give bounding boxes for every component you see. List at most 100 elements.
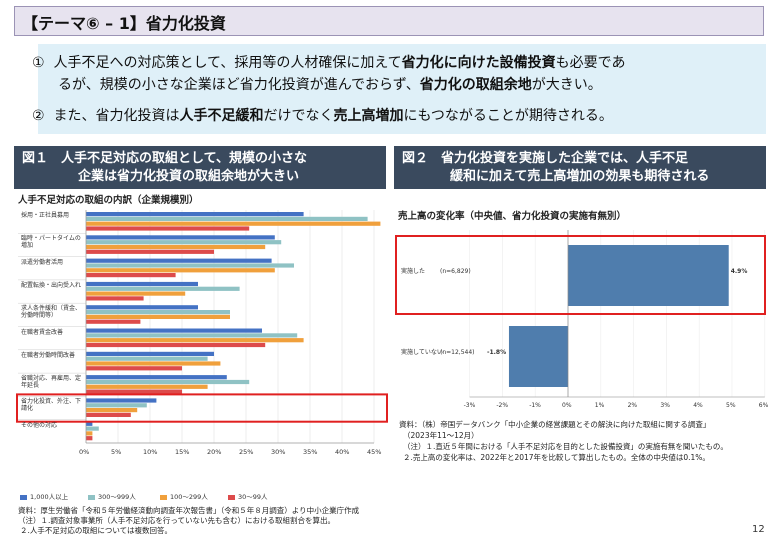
summary-box: ① 人手不足への対応策として、採用等の人材確保に加えて省力化に向けた設備投資も必… [32,44,766,134]
figure1-bar [86,398,157,403]
figure1-bar [86,310,230,315]
figure1-bar [86,375,227,380]
figure2-category-label: 実施した [401,267,426,275]
summary-item1-line1: ① 人手不足への対応策として、採用等の人材確保に加えて省力化に向けた設備投資も必… [32,55,626,71]
figure1-bar [86,389,182,394]
figure1-bar [86,338,304,343]
legend-label: 30～99人 [238,493,268,501]
figure1-category-label: 派遣労働者活用 [21,258,64,266]
figure1-bar [86,216,368,221]
figure1-bar [86,408,138,413]
figure2-category-count: (n=12,544) [440,348,475,356]
figure1-bar [86,436,93,441]
figure1-category-label: 省力化投資、外注、下請化 [21,398,82,413]
figure2-category-label: 実施していない [401,348,443,356]
figure1-x-tick-label: 40% [335,448,350,456]
figure1-header: 図１ 人手不足対応の取組として、規模の小さな 企業は省力化投資の取組余地が大きい [14,146,386,189]
figure2-note-line: 資料：（株）帝国データバンク「中小企業の経営課題とその解決に向けた取組に関する調… [399,420,711,429]
figure1-bar [86,240,282,245]
figure1-category-label: その他の対応 [21,421,58,429]
legend-label: 100～299人 [170,493,208,501]
figure2-note-line: （2023年11～12月） [403,431,479,440]
legend-label: 1,000人以上 [30,493,69,501]
figure1-bar [86,305,198,310]
figure1-bar [86,221,381,226]
figure1-bar [86,403,147,408]
legend-swatch [160,494,167,500]
figure1-bar [86,412,131,417]
figure1-subtitle: 人手不足対応の取組の内訳（企業規模別） [18,195,199,206]
figure1-bar [86,384,208,389]
figure2-note-line: ２.売上高の変化率は、2022年と2017年を比較して算出したもの。全体の中央値… [403,453,710,462]
figure1-category-label: 求人条件緩和（賃金、労働時間等） [21,305,82,320]
figure1-x-tick-label: 20% [207,448,222,456]
legend-swatch [88,494,95,500]
figure1-bar [86,249,214,254]
figure2-value-label: -1.8% [486,348,507,356]
figure1-category-label: 在職者労働時間改善 [21,351,76,359]
figure1-bar [86,379,250,385]
figure1-bar [86,268,275,273]
figure1-bar [86,296,144,301]
figure2-x-tick-label: -1% [529,402,541,409]
figure2-x-tick-label: 1% [594,402,605,409]
figure2-category-count: (n=6,829) [440,267,471,275]
figure1-note-line: 資料：厚生労働省「令和５年労働経済動向調査年次報告書」（令和５年８月調査）より中… [18,506,360,515]
figure1-legend-item: 300～999人 [88,491,136,501]
figure1-bar [86,328,262,333]
figure1-header-line1: 図１ 人手不足対応の取組として、規模の小さな [22,151,307,166]
figure1-bar [86,244,266,250]
title-bar [14,6,764,36]
figure2-x-tick-label: -3% [463,402,476,409]
figure1-bar [86,361,221,366]
figure1-bar [86,426,99,431]
page-number: 12 [752,524,765,535]
figure1-bar [86,273,176,278]
page-title: 【テーマ⑥ – 1】省力化投資 [22,14,226,33]
figure2-x-tick-label: 3% [660,402,670,409]
figure1-bar [86,235,275,240]
figure2-x-tick-label: 0% [562,402,572,409]
summary-item2-line: ② また、省力化投資は人手不足緩和だけでなく売上高増加にもつながることが期待され… [32,108,613,124]
figure1-bar [86,212,304,217]
legend-swatch [20,494,27,500]
figure1-category-label: 配置転換・出向受入れ [21,281,82,289]
figure1-bar [86,333,298,338]
figure2-value-label: 4.9% [730,267,748,275]
figure2-header: 図２ 省力化投資を実施した企業では、人手不足 緩和に加えて売上高増加の効果も期待… [394,146,766,189]
figure1-category-label: 臨時・パートタイムの増加 [21,235,81,250]
figure2-x-tick-label: 6% [758,402,769,409]
figure1-bar [86,258,272,263]
figure1-x-tick-label: 10% [143,448,158,456]
figure1-bar [86,291,186,296]
figure1-bar [86,281,198,287]
figure1-x-tick-label: 35% [303,448,318,456]
figure1-bar [86,421,93,426]
figure1-x-tick-label: 15% [175,448,190,456]
figure1-x-tick-label: 5% [111,448,122,456]
figure1-note-line: ２.人手不足対応の取組については複数回答。 [20,526,173,535]
figure1-bar [86,431,93,436]
figure1-category-label: 省職対応、再雇用、定年延長 [21,375,82,390]
figure2-x-tick-label: -2% [496,402,509,409]
figure2-bar [508,326,568,387]
figure2-x-tick-label: 5% [726,402,736,409]
figure1-bar [86,263,294,268]
figure1-bar [86,314,230,319]
figure1-category-label: 採用・正社員募用 [21,212,70,219]
figure1-x-tick-label: 30% [271,448,286,456]
figure1-bar [86,226,250,231]
figure1-highlight-box [16,393,388,423]
figure1-bar [86,356,208,361]
figure1-bar [86,351,214,356]
figure1-bar [86,319,141,324]
figure2-x-tick-label: 2% [627,402,638,409]
figure1-x-tick-label: 0% [79,448,90,456]
figure1-header-line2: 企業は省力化投資の取組余地が大きい [78,169,300,184]
figure2-highlight-box [395,235,766,315]
figure2-x-tick-label: 4% [693,402,703,409]
figure1-bar [86,366,182,371]
figure1-legend-item: 1,000人以上 [20,491,68,501]
figure1-x-tick-label: 25% [239,448,254,456]
